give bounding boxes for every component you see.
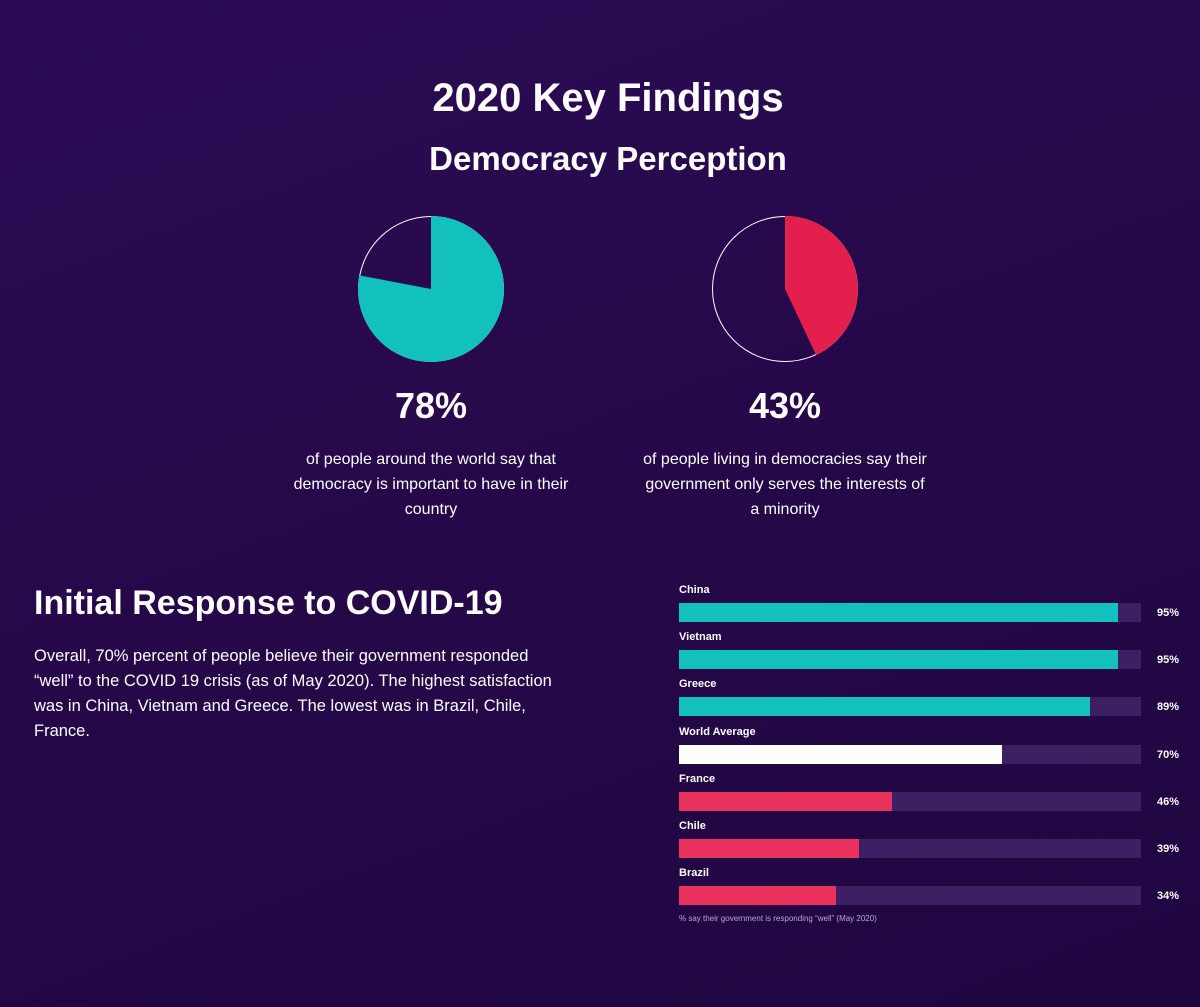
bar-track	[679, 886, 1141, 906]
bar-category-label: Greece	[679, 678, 717, 691]
bar-row: Brazil 34%	[679, 867, 1200, 914]
covid-bar-chart: China 95% Vietnam 95% Greece 89% World Average…	[679, 584, 1200, 923]
bar-category-label: World Average	[679, 725, 756, 738]
bar-value-label: 70%	[1157, 748, 1180, 761]
bar-row: Chile 39%	[679, 820, 1200, 867]
bar	[679, 838, 860, 858]
bar-rows: China 95% Vietnam 95% Greece 89% World Average…	[679, 584, 1200, 914]
bar-category-label: France	[679, 772, 716, 785]
bar	[679, 603, 1118, 622]
bar	[679, 650, 1118, 670]
bar-track	[679, 744, 1141, 764]
bar-row: Greece 89%	[679, 678, 1200, 725]
bar-row: World Average 70%	[679, 726, 1200, 773]
pie-chart-minority-interests	[712, 216, 858, 362]
bar	[679, 744, 1003, 764]
bar	[679, 697, 1091, 717]
pie-slice-democracy-important	[357, 216, 504, 362]
bar-value-label: 46%	[1157, 795, 1180, 808]
stat-percent: 43%	[748, 385, 822, 426]
bar-track	[679, 650, 1141, 670]
bar-category-label: Vietnam	[679, 631, 722, 644]
stat-description: of people living in democracies say thei…	[643, 451, 927, 518]
pie-slice-minority-interests	[785, 216, 858, 356]
bar-track	[679, 838, 1141, 858]
stat-description: of people around the world say that demo…	[293, 451, 569, 518]
stat-percent: 78%	[394, 385, 468, 426]
bar-value-label: 34%	[1157, 890, 1180, 903]
bar-value-label: 95%	[1157, 654, 1180, 667]
bar-track	[679, 697, 1141, 717]
bar-category-label: Brazil	[679, 867, 709, 880]
bar-track	[679, 603, 1141, 622]
bar-value-label: 89%	[1157, 701, 1180, 714]
bar-row: France 46%	[679, 773, 1200, 820]
bar	[679, 886, 837, 906]
covid-section-body: Overall, 70% percent of people believe t…	[34, 647, 552, 740]
bar-row: Vietnam 95%	[679, 631, 1200, 678]
bar-row: China 95%	[679, 584, 1200, 631]
bar-value-label: 95%	[1157, 607, 1180, 619]
bar	[679, 791, 892, 811]
pie-chart-democracy-important	[357, 216, 504, 362]
page-subtitle: Democracy Perception	[429, 140, 787, 177]
stat-block-minority-interests: 43% of people living in democracies say …	[625, 215, 945, 522]
stat-block-democracy-important: 78% of people around the world say that …	[271, 215, 591, 522]
chart-footnote: % say their government is responding “we…	[679, 914, 877, 924]
bar-category-label: China	[679, 584, 710, 596]
page-title: 2020 Key Findings	[432, 76, 784, 120]
bar-track	[679, 791, 1141, 811]
bar-category-label: Chile	[679, 819, 706, 832]
bar-value-label: 39%	[1157, 842, 1180, 855]
covid-section-title: Initial Response to COVID-19	[34, 584, 503, 622]
